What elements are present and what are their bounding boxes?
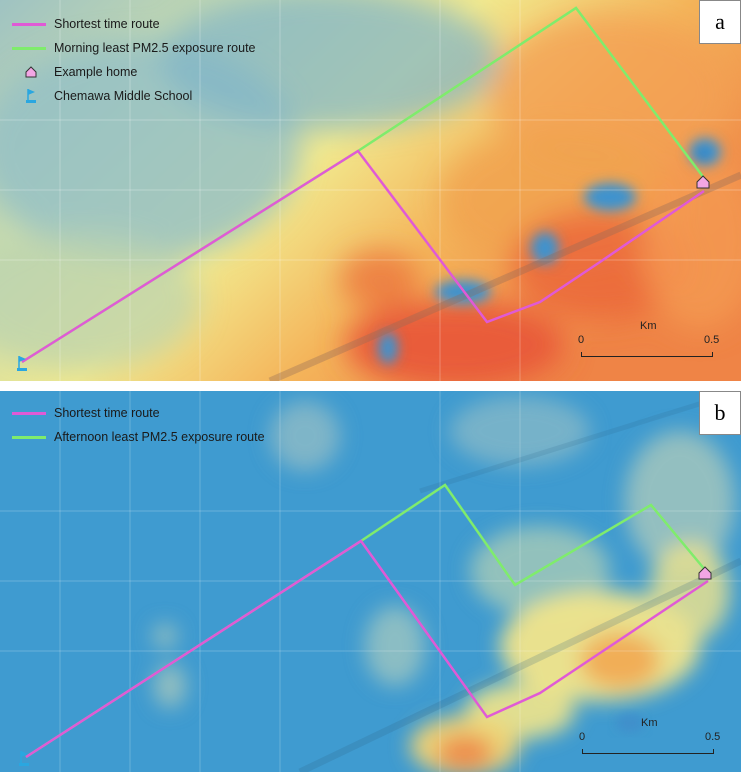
- street-grid: [0, 0, 741, 381]
- scale-line: [581, 352, 713, 357]
- green-line-swatch: [12, 47, 46, 50]
- legend-item-shortest-route: Shortest time route: [12, 401, 265, 425]
- home-icon: [698, 566, 712, 580]
- scale-end: 0.5: [705, 731, 721, 743]
- highway: [268, 171, 741, 381]
- pink-line-swatch: [12, 23, 46, 26]
- shortest-time-route: [25, 539, 709, 759]
- panel-label-a: a: [699, 0, 741, 44]
- green-line-swatch: [12, 436, 46, 439]
- panel-label-b: b: [699, 391, 741, 435]
- pink-line-swatch: [12, 412, 46, 415]
- legend-item-least-exposure-route: Afternoon least PM2.5 exposure route: [12, 425, 265, 449]
- school-flag-icon: [19, 751, 29, 766]
- legend-label: Chemawa Middle School: [54, 89, 193, 103]
- legend-a: Shortest time route Morning least PM2.5 …: [12, 12, 256, 108]
- school-flag-icon: [26, 89, 36, 103]
- legend-label: Shortest time route: [54, 17, 160, 31]
- legend-label: Shortest time route: [54, 406, 160, 420]
- home-icon: [25, 66, 37, 78]
- legend-item-shortest-route: Shortest time route: [12, 12, 256, 36]
- pm25-map-b: [0, 391, 741, 772]
- legend-label: Example home: [54, 65, 138, 79]
- street-grid: [0, 391, 741, 772]
- map-panel-b: Shortest time route Afternoon least PM2.…: [0, 391, 741, 772]
- legend-item-least-exposure-route: Morning least PM2.5 exposure route: [12, 36, 256, 60]
- low-pm-pockets: [616, 714, 644, 732]
- pm25-surface: [0, 391, 741, 772]
- legend-label: Afternoon least PM2.5 exposure route: [54, 430, 265, 444]
- scale-bar-b: Km 0 0.5: [579, 717, 729, 754]
- scale-start: 0: [579, 731, 586, 743]
- shortest-time-route: [21, 149, 705, 364]
- home-icon: [696, 175, 710, 189]
- scale-unit: Km: [640, 320, 657, 332]
- legend-b: Shortest time route Afternoon least PM2.…: [12, 401, 265, 449]
- highway: [298, 557, 741, 772]
- legend-item-home: Example home: [12, 60, 256, 84]
- scale-bar-a: Km 0 0.5: [578, 320, 728, 357]
- pm25-map-a: [0, 0, 741, 381]
- secondary-road: [419, 391, 741, 494]
- scale-start: 0: [578, 334, 585, 346]
- scale-unit: Km: [641, 717, 658, 729]
- map-panel-a: Shortest time route Morning least PM2.5 …: [0, 0, 741, 381]
- scale-end: 0.5: [704, 334, 720, 346]
- legend-item-school: Chemawa Middle School: [12, 84, 256, 108]
- scale-line: [582, 749, 714, 754]
- legend-label: Morning least PM2.5 exposure route: [54, 41, 256, 55]
- school-flag-icon: [17, 356, 27, 371]
